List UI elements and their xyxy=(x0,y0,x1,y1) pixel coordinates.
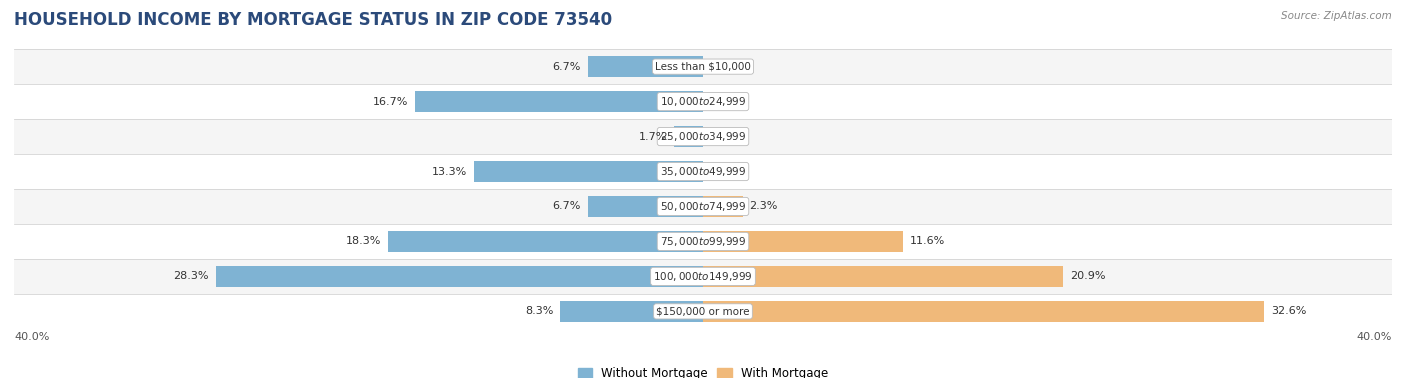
Bar xyxy=(703,196,742,217)
Text: 1.7%: 1.7% xyxy=(638,132,666,141)
Bar xyxy=(673,126,703,147)
Text: 28.3%: 28.3% xyxy=(173,271,208,281)
Bar xyxy=(215,266,703,287)
Text: Source: ZipAtlas.com: Source: ZipAtlas.com xyxy=(1281,11,1392,21)
Legend: Without Mortgage, With Mortgage: Without Mortgage, With Mortgage xyxy=(574,362,832,378)
Text: 18.3%: 18.3% xyxy=(346,237,381,246)
Text: 6.7%: 6.7% xyxy=(553,201,581,211)
Text: Less than $10,000: Less than $10,000 xyxy=(655,62,751,71)
Text: $75,000 to $99,999: $75,000 to $99,999 xyxy=(659,235,747,248)
Bar xyxy=(14,154,1392,189)
Bar xyxy=(14,259,1392,294)
Text: $50,000 to $74,999: $50,000 to $74,999 xyxy=(659,200,747,213)
Text: 6.7%: 6.7% xyxy=(553,62,581,71)
Text: 13.3%: 13.3% xyxy=(432,167,467,177)
Bar xyxy=(14,189,1392,224)
Text: $150,000 or more: $150,000 or more xyxy=(657,307,749,316)
Text: 40.0%: 40.0% xyxy=(14,332,49,342)
Bar xyxy=(14,224,1392,259)
Bar xyxy=(415,91,703,112)
Bar xyxy=(703,301,1264,322)
Bar xyxy=(703,231,903,252)
Text: $10,000 to $24,999: $10,000 to $24,999 xyxy=(659,95,747,108)
Text: 11.6%: 11.6% xyxy=(910,237,945,246)
Text: 8.3%: 8.3% xyxy=(524,307,553,316)
Text: 32.6%: 32.6% xyxy=(1271,307,1306,316)
Bar xyxy=(14,294,1392,329)
Bar xyxy=(14,84,1392,119)
Text: 40.0%: 40.0% xyxy=(1357,332,1392,342)
Bar xyxy=(560,301,703,322)
Text: $100,000 to $149,999: $100,000 to $149,999 xyxy=(654,270,752,283)
Text: $25,000 to $34,999: $25,000 to $34,999 xyxy=(659,130,747,143)
Text: 2.3%: 2.3% xyxy=(749,201,778,211)
Text: 16.7%: 16.7% xyxy=(373,97,409,107)
Bar xyxy=(588,196,703,217)
Text: HOUSEHOLD INCOME BY MORTGAGE STATUS IN ZIP CODE 73540: HOUSEHOLD INCOME BY MORTGAGE STATUS IN Z… xyxy=(14,11,612,29)
Bar xyxy=(588,56,703,77)
Text: $35,000 to $49,999: $35,000 to $49,999 xyxy=(659,165,747,178)
Bar xyxy=(388,231,703,252)
Text: 20.9%: 20.9% xyxy=(1070,271,1105,281)
Bar xyxy=(703,266,1063,287)
Bar xyxy=(474,161,703,182)
Bar xyxy=(14,49,1392,84)
Bar xyxy=(14,119,1392,154)
